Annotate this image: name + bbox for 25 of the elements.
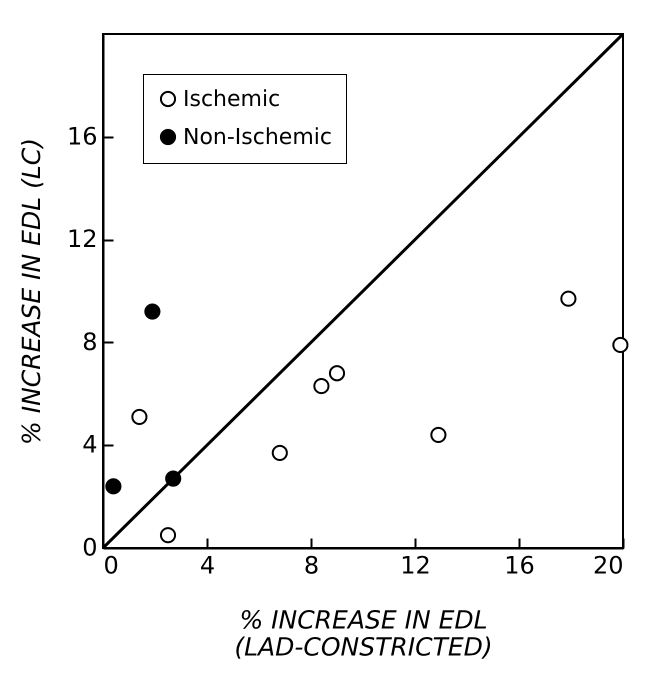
x-tick-label: 20 [592, 552, 624, 580]
y-tick-label: 8 [82, 328, 98, 356]
x-tick-label: 16 [504, 552, 535, 580]
point [131, 408, 148, 425]
x-tick-label: 0 [104, 552, 119, 580]
point [105, 478, 122, 494]
y-axis-title: % INCREASE IN EDL (LC) [16, 138, 46, 445]
point [560, 290, 576, 307]
x-tick-label: 4 [200, 552, 216, 580]
point [160, 527, 176, 544]
y-tick-label: 12 [66, 225, 98, 254]
x-tick-label: 8 [304, 552, 320, 580]
y-tick-label: 16 [66, 122, 98, 150]
point [272, 444, 288, 461]
y-tick-label: 4 [82, 430, 98, 459]
point [430, 426, 446, 443]
legend-label: Ischemic [183, 87, 280, 112]
y-tick-label: 0 [82, 534, 98, 562]
point [612, 336, 628, 354]
legend-label: Non-Ischemic [183, 125, 332, 150]
point [144, 304, 160, 320]
x-axis-title: % INCREASE IN EDL (LAD-CONSTRICTED) [234, 606, 493, 662]
point [328, 365, 346, 382]
x-tick-label: 12 [400, 552, 431, 580]
point [313, 378, 330, 394]
